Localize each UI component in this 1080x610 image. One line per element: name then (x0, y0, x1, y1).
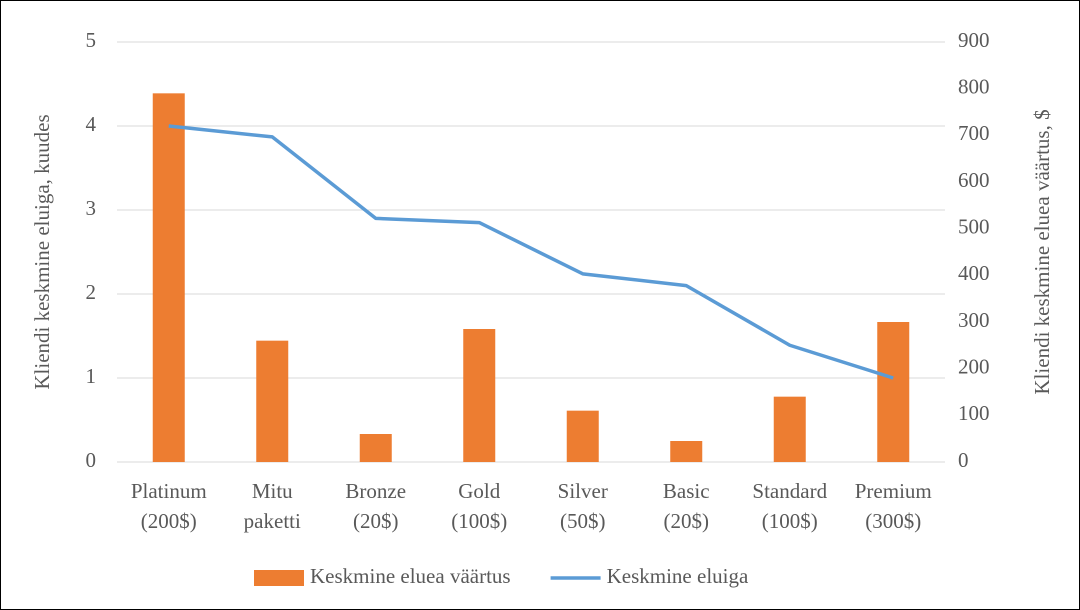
y-tick-label: 3 (86, 196, 97, 220)
legend-label: Keskmine eluiga (607, 564, 749, 588)
legend-swatch (254, 570, 304, 586)
bar (670, 441, 703, 462)
bar (463, 329, 496, 462)
x-tick-label: Standard (100$) (752, 479, 827, 533)
y-tick-label: 0 (86, 448, 97, 472)
bar (256, 340, 289, 462)
y2-tick-label: 0 (958, 448, 969, 472)
y2-tick-label: 100 (958, 401, 990, 425)
y2-tick-label: 200 (958, 354, 990, 378)
y-tick-label: 2 (86, 280, 97, 304)
bar (152, 93, 185, 462)
y-tick-label: 1 (86, 364, 97, 388)
bar (877, 322, 910, 462)
y2-axis-title: Kliendi keskmine eluea väärtus, $ (1030, 109, 1054, 394)
y2-tick-label: 900 (958, 28, 990, 52)
y2-tick-label: 700 (958, 121, 990, 145)
y2-tick-label: 400 (958, 261, 990, 285)
x-tick-label: Mitu paketti (244, 479, 301, 533)
y2-tick-label: 800 (958, 74, 990, 98)
x-tick-label: Gold (100$) (451, 479, 507, 533)
x-tick-label: Basic (20$) (663, 479, 710, 533)
x-tick-label: Silver (50$) (558, 479, 608, 533)
x-tick-label: Platinum (200$) (131, 479, 207, 533)
x-tick-label: Premium (300$) (855, 479, 932, 533)
y-tick-label: 4 (86, 112, 97, 136)
bar (773, 396, 806, 462)
y2-tick-label: 300 (958, 308, 990, 332)
line (168, 124, 894, 380)
legend-label: Keskmine eluea väärtus (310, 564, 511, 588)
x-tick-label: Bronze (20$) (345, 479, 406, 533)
bar (566, 410, 599, 462)
y2-tick-label: 500 (958, 214, 990, 238)
bar (359, 434, 392, 462)
y-axis-title: Kliendi keskmine eluiga, kuudes (30, 114, 54, 389)
y2-tick-label: 600 (958, 168, 990, 192)
y-tick-label: 5 (86, 28, 97, 52)
